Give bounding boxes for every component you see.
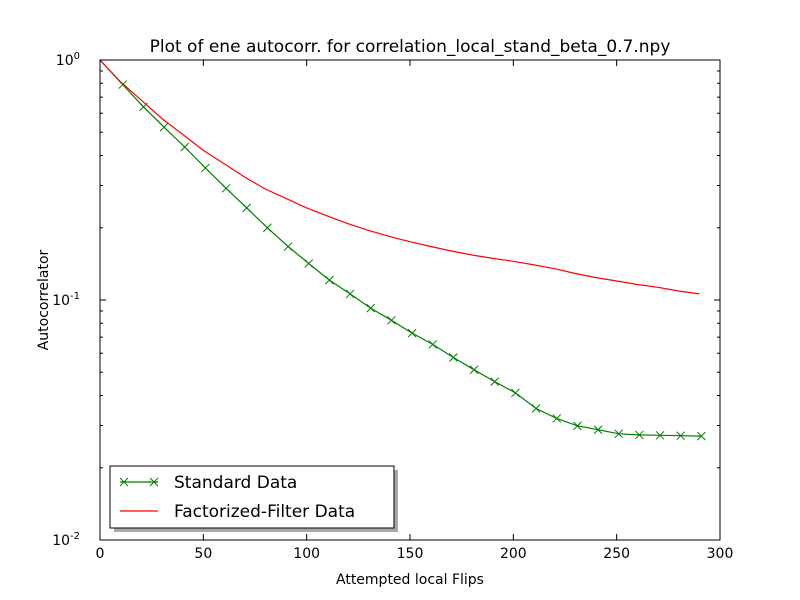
legend-box [109,465,395,529]
data-point-marker [428,340,438,349]
series-layer [99,59,706,441]
x-tick-label: 200 [500,546,527,562]
data-point-marker [325,275,334,285]
data-point-marker [635,430,644,440]
x-tick-label: 50 [194,546,212,562]
data-point-marker [552,414,562,423]
x-axis-label: Attempted local Flips [336,572,484,588]
data-point-marker [655,430,665,440]
data-point-marker [159,122,169,132]
data-point-marker [614,429,624,439]
x-tick-label: 100 [293,546,320,562]
legend-x-marker [119,477,129,487]
x-tick-label: 250 [603,546,630,562]
plot-area [100,60,720,540]
data-point-marker [221,183,231,193]
y-axis-label: Autocorrelator [36,249,52,350]
legend-label-factorized: Factorized-Filter Data [174,502,355,522]
data-point-marker [201,163,210,173]
plot-frame [99,59,721,541]
data-point-marker [676,431,686,441]
data-point-marker [242,203,252,213]
legend-label-standard: Standard Data [174,473,297,493]
legend-marker-standard [119,477,159,487]
data-point-marker [511,388,520,398]
data-point-marker [531,404,541,413]
data-point-marker [407,328,417,338]
data-point-marker [366,303,376,313]
data-point-marker [593,425,603,435]
legend: Standard Data Factorized-Filter Data [109,465,398,532]
series-line-1 [99,59,700,295]
chart-title: Plot of ene autocorr. for correlation_lo… [150,37,671,57]
x-tick-label: 0 [96,546,105,562]
data-point-marker [345,289,355,299]
data-point-marker [263,223,272,233]
legend-x-marker [149,477,159,487]
data-point-marker [387,315,396,325]
data-point-marker [697,431,706,441]
data-point-marker [304,259,314,268]
x-tick-label: 300 [707,546,734,562]
data-point-marker [283,242,293,251]
data-point-marker [573,421,582,431]
data-point-marker [469,365,479,375]
x-tick-label: 150 [397,546,424,562]
data-point-marker [449,353,458,362]
data-point-marker [180,142,190,152]
data-point-marker [490,377,500,386]
